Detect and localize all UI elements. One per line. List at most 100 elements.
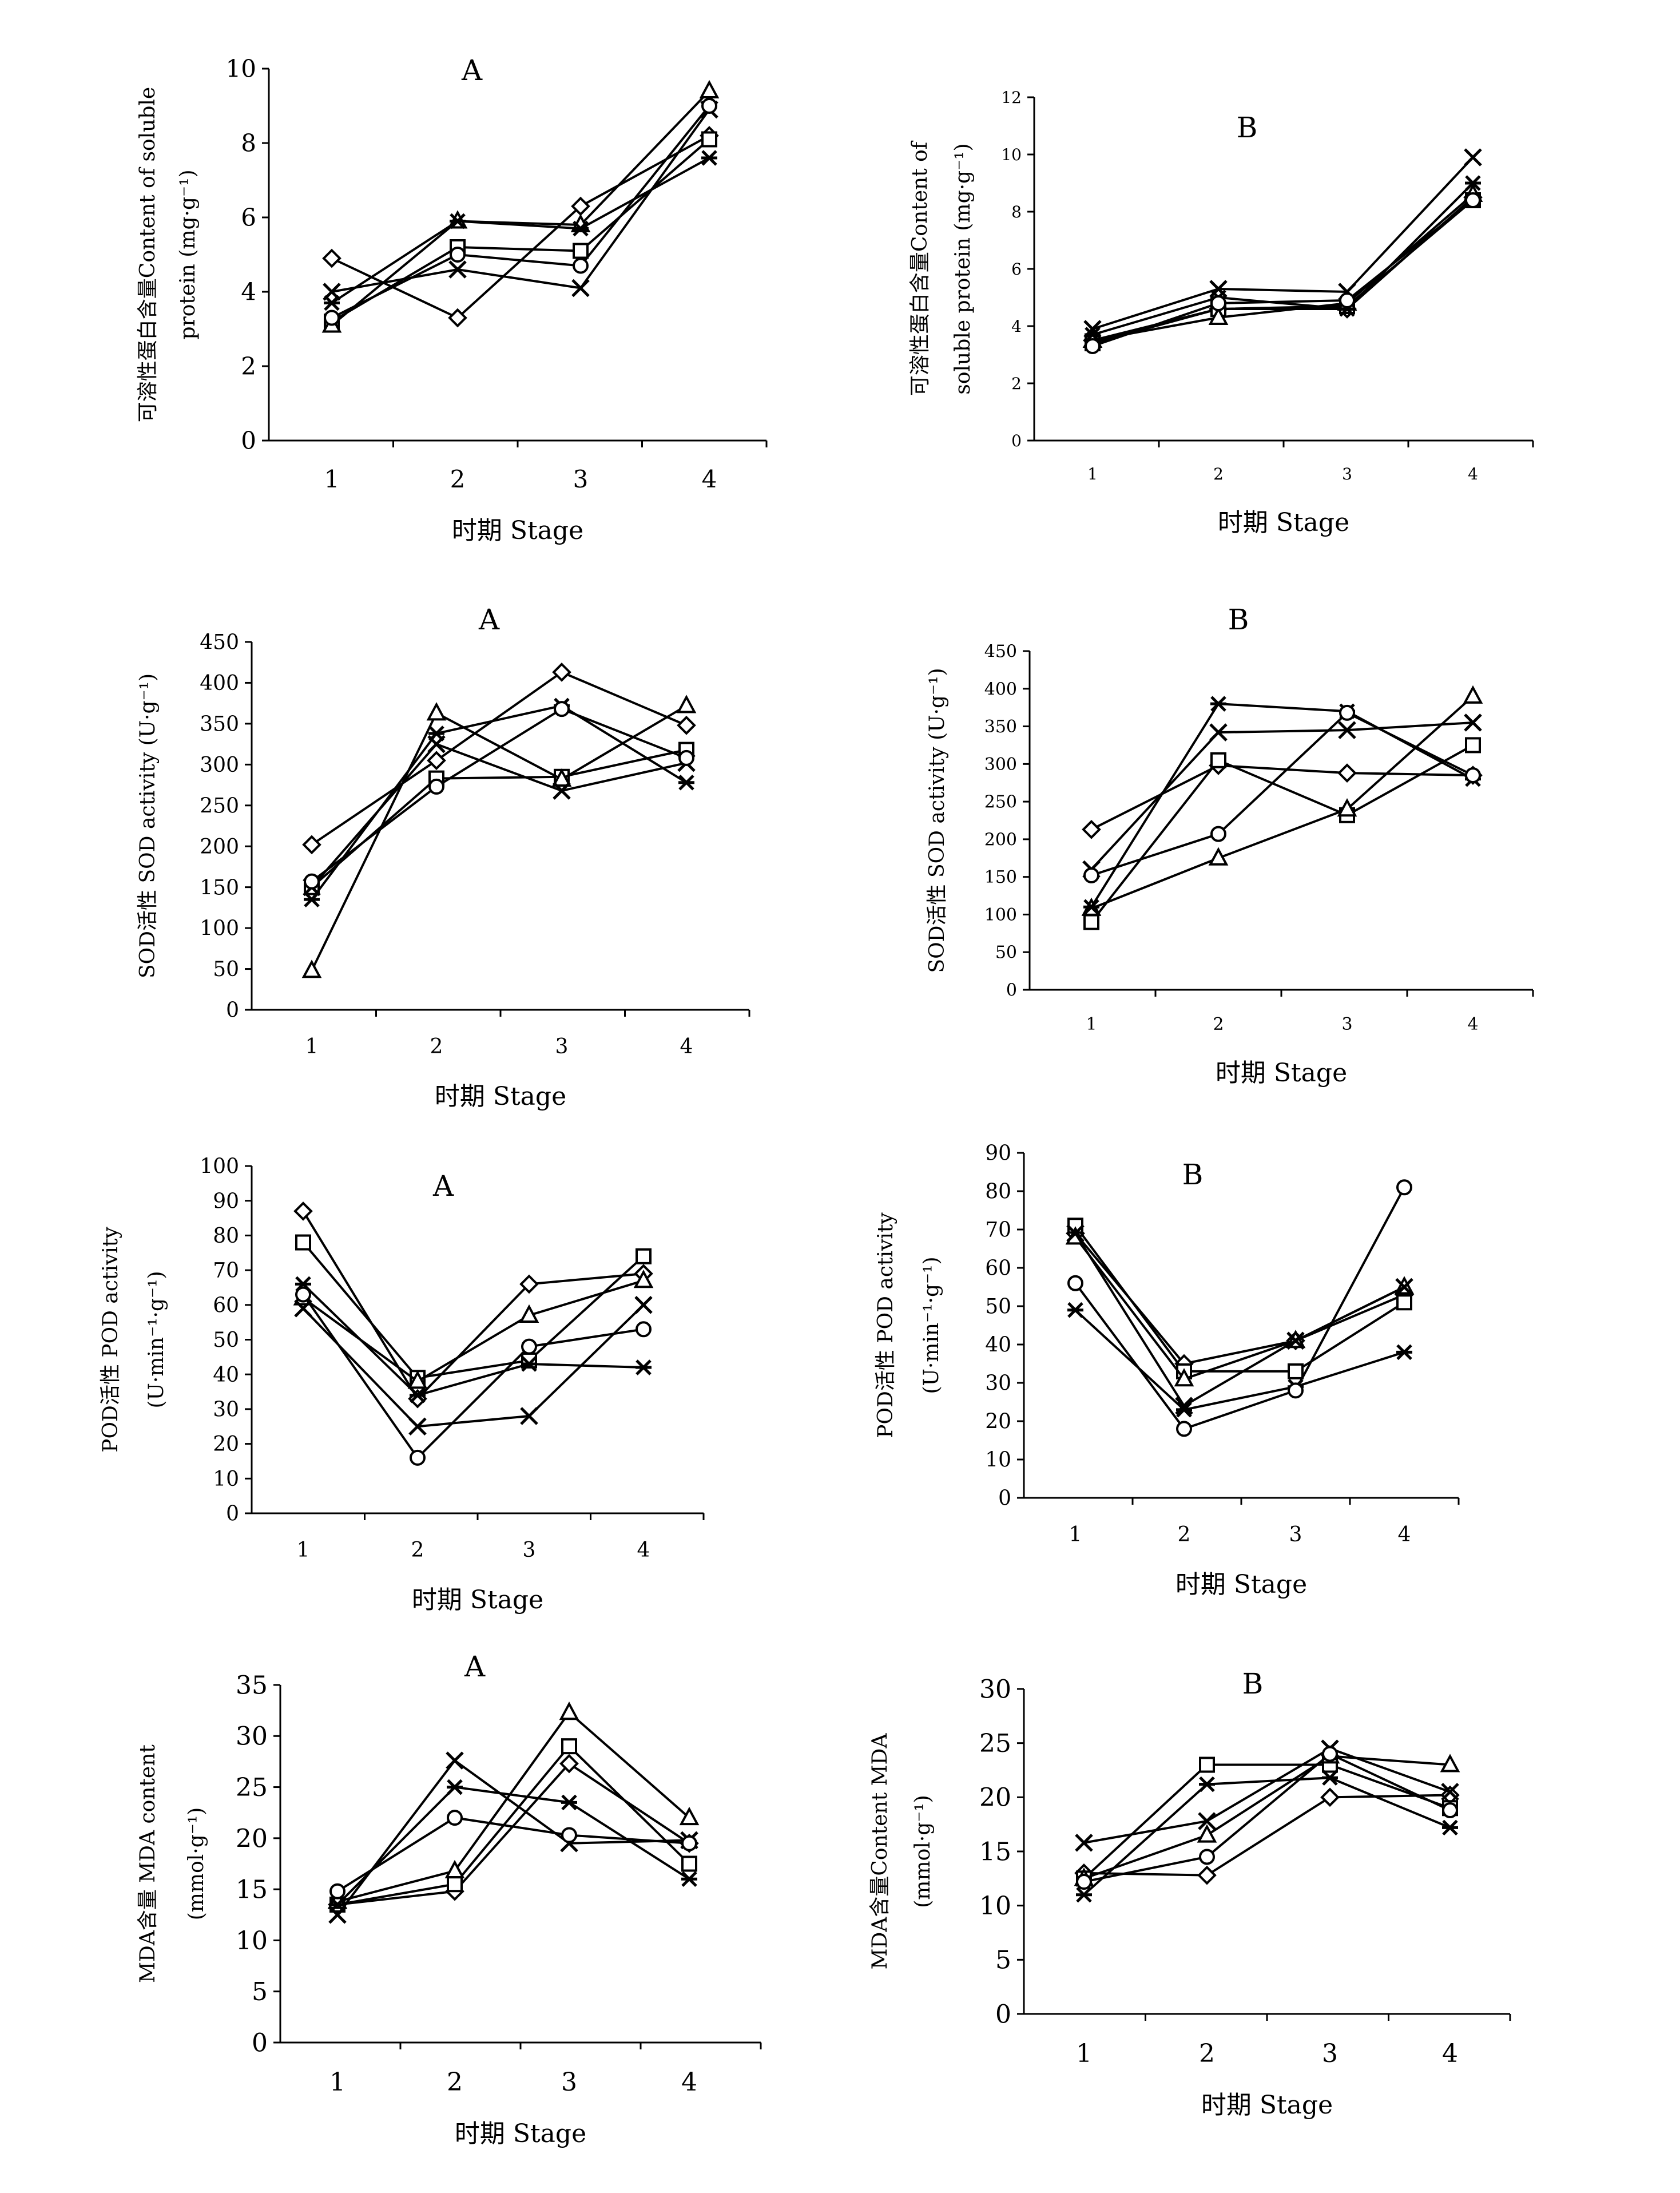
data-point-circle (1085, 338, 1101, 354)
series-line (1090, 703, 1474, 908)
series-square (324, 131, 717, 330)
x-tick-label: 1 (1086, 1014, 1097, 1034)
y-tick-label: 450 (200, 631, 239, 655)
series-circle (304, 701, 694, 890)
series-line (1090, 721, 1474, 870)
series-circle (1085, 192, 1481, 354)
data-point-diamond (1337, 763, 1357, 783)
data-point-asterisk (1176, 1402, 1192, 1418)
series-circle (1076, 1746, 1458, 1890)
data-point-circle (324, 310, 340, 326)
y-tick-label: 20 (979, 1783, 1011, 1813)
data-point-asterisk (1396, 1344, 1412, 1361)
data-point-circle (1083, 867, 1099, 884)
data-point-asterisk (1442, 1819, 1458, 1836)
data-point-triangle (407, 1370, 428, 1389)
series-line (336, 1786, 690, 1906)
panel-title: A (461, 54, 483, 87)
data-point-x (1395, 1278, 1413, 1296)
data-point-asterisk (428, 725, 444, 741)
series-line (1074, 1225, 1405, 1373)
series-circle (1067, 1179, 1412, 1437)
series-line (331, 109, 710, 293)
y-tick-label: 25 (236, 1773, 268, 1802)
data-point-diamond (322, 248, 341, 268)
series-line (336, 1759, 690, 1916)
x-tick-label: 1 (305, 1035, 319, 1058)
y-tick-label: 2 (1011, 374, 1022, 393)
panel-title: A (432, 1169, 454, 1203)
data-point-circle (681, 1835, 697, 1851)
series-triangle (321, 80, 720, 333)
series-line (1091, 764, 1474, 831)
data-point-square (1210, 752, 1226, 768)
series-circle (295, 1286, 652, 1466)
data-point-x (1209, 723, 1228, 741)
y-tick-label: 30 (979, 1675, 1011, 1704)
data-point-circle (447, 1810, 463, 1826)
y-tick-label: 0 (226, 1502, 239, 1526)
data-point-x (1286, 1331, 1305, 1350)
data-point-square (561, 1738, 577, 1755)
y-axis-title: (mmol·g⁻¹) (911, 1795, 935, 1908)
x-tick-label: 4 (681, 2068, 697, 2097)
data-point-asterisk (701, 150, 717, 166)
data-point-circle (554, 701, 570, 717)
data-point-asterisk (1076, 1886, 1092, 1903)
y-tick-label: 150 (200, 876, 239, 899)
y-axis-title: 可溶性蛋白含量Content of soluble (136, 87, 160, 422)
x-tick-label: 1 (297, 1538, 310, 1562)
x-axis-title: 时期 Stage (1216, 1058, 1347, 1088)
y-tick-label: 80 (985, 1180, 1011, 1204)
x-tick-label: 4 (1468, 465, 1478, 483)
data-point-circle (1465, 767, 1481, 784)
data-point-asterisk (681, 1871, 697, 1887)
x-axis-title: 时期 Stage (455, 2119, 586, 2148)
x-tick-label: 3 (523, 1538, 536, 1562)
panel-title: A (478, 603, 500, 636)
x-tick-label: 4 (1442, 2039, 1458, 2068)
x-tick-label: 1 (1076, 2039, 1092, 2068)
y-tick-label: 4 (241, 278, 256, 306)
series-x (1075, 1739, 1459, 1852)
x-tick-label: 4 (1398, 1523, 1411, 1546)
data-point-x (571, 279, 590, 298)
series-line (1083, 1752, 1451, 1883)
series-x (1082, 713, 1482, 879)
data-point-square (1288, 1363, 1304, 1379)
data-point-circle (521, 1338, 537, 1355)
x-tick-label: 2 (447, 2068, 463, 2097)
data-point-circle (1176, 1421, 1192, 1437)
y-tick-label: 30 (213, 1398, 239, 1422)
series-line (302, 1304, 645, 1428)
x-tick-label: 3 (561, 2068, 577, 2097)
y-tick-label: 450 (984, 642, 1017, 662)
series-circle (324, 98, 717, 326)
data-point-triangle (559, 1701, 579, 1720)
data-point-asterisk (1067, 1302, 1083, 1318)
y-tick-label: 15 (236, 1875, 268, 1905)
data-point-circle (1396, 1179, 1412, 1196)
data-point-asterisk (1322, 1770, 1338, 1786)
y-tick-label: 400 (200, 672, 239, 695)
data-point-circle (1288, 1382, 1304, 1399)
y-tick-label: 10 (213, 1468, 239, 1491)
data-point-diamond (293, 1201, 313, 1221)
data-point-diamond (448, 308, 467, 328)
series-line (1074, 1236, 1405, 1381)
y-axis-title: MDA含量 MDA content (136, 1744, 160, 1983)
x-tick-label: 3 (1289, 1523, 1302, 1546)
y-tick-label: 250 (984, 792, 1017, 812)
y-tick-label: 300 (984, 755, 1017, 775)
x-tick-label: 4 (680, 1035, 693, 1058)
series-asterisk (304, 697, 694, 907)
data-point-asterisk (1210, 696, 1226, 712)
y-axis-title: protein (mg·g⁻¹) (176, 169, 200, 339)
data-point-asterisk (636, 1359, 652, 1375)
series-line (311, 671, 687, 846)
series-line (331, 157, 710, 304)
data-point-square (447, 1876, 463, 1893)
data-point-triangle (551, 768, 572, 787)
y-tick-label: 20 (236, 1824, 268, 1853)
data-point-triangle (301, 959, 322, 978)
